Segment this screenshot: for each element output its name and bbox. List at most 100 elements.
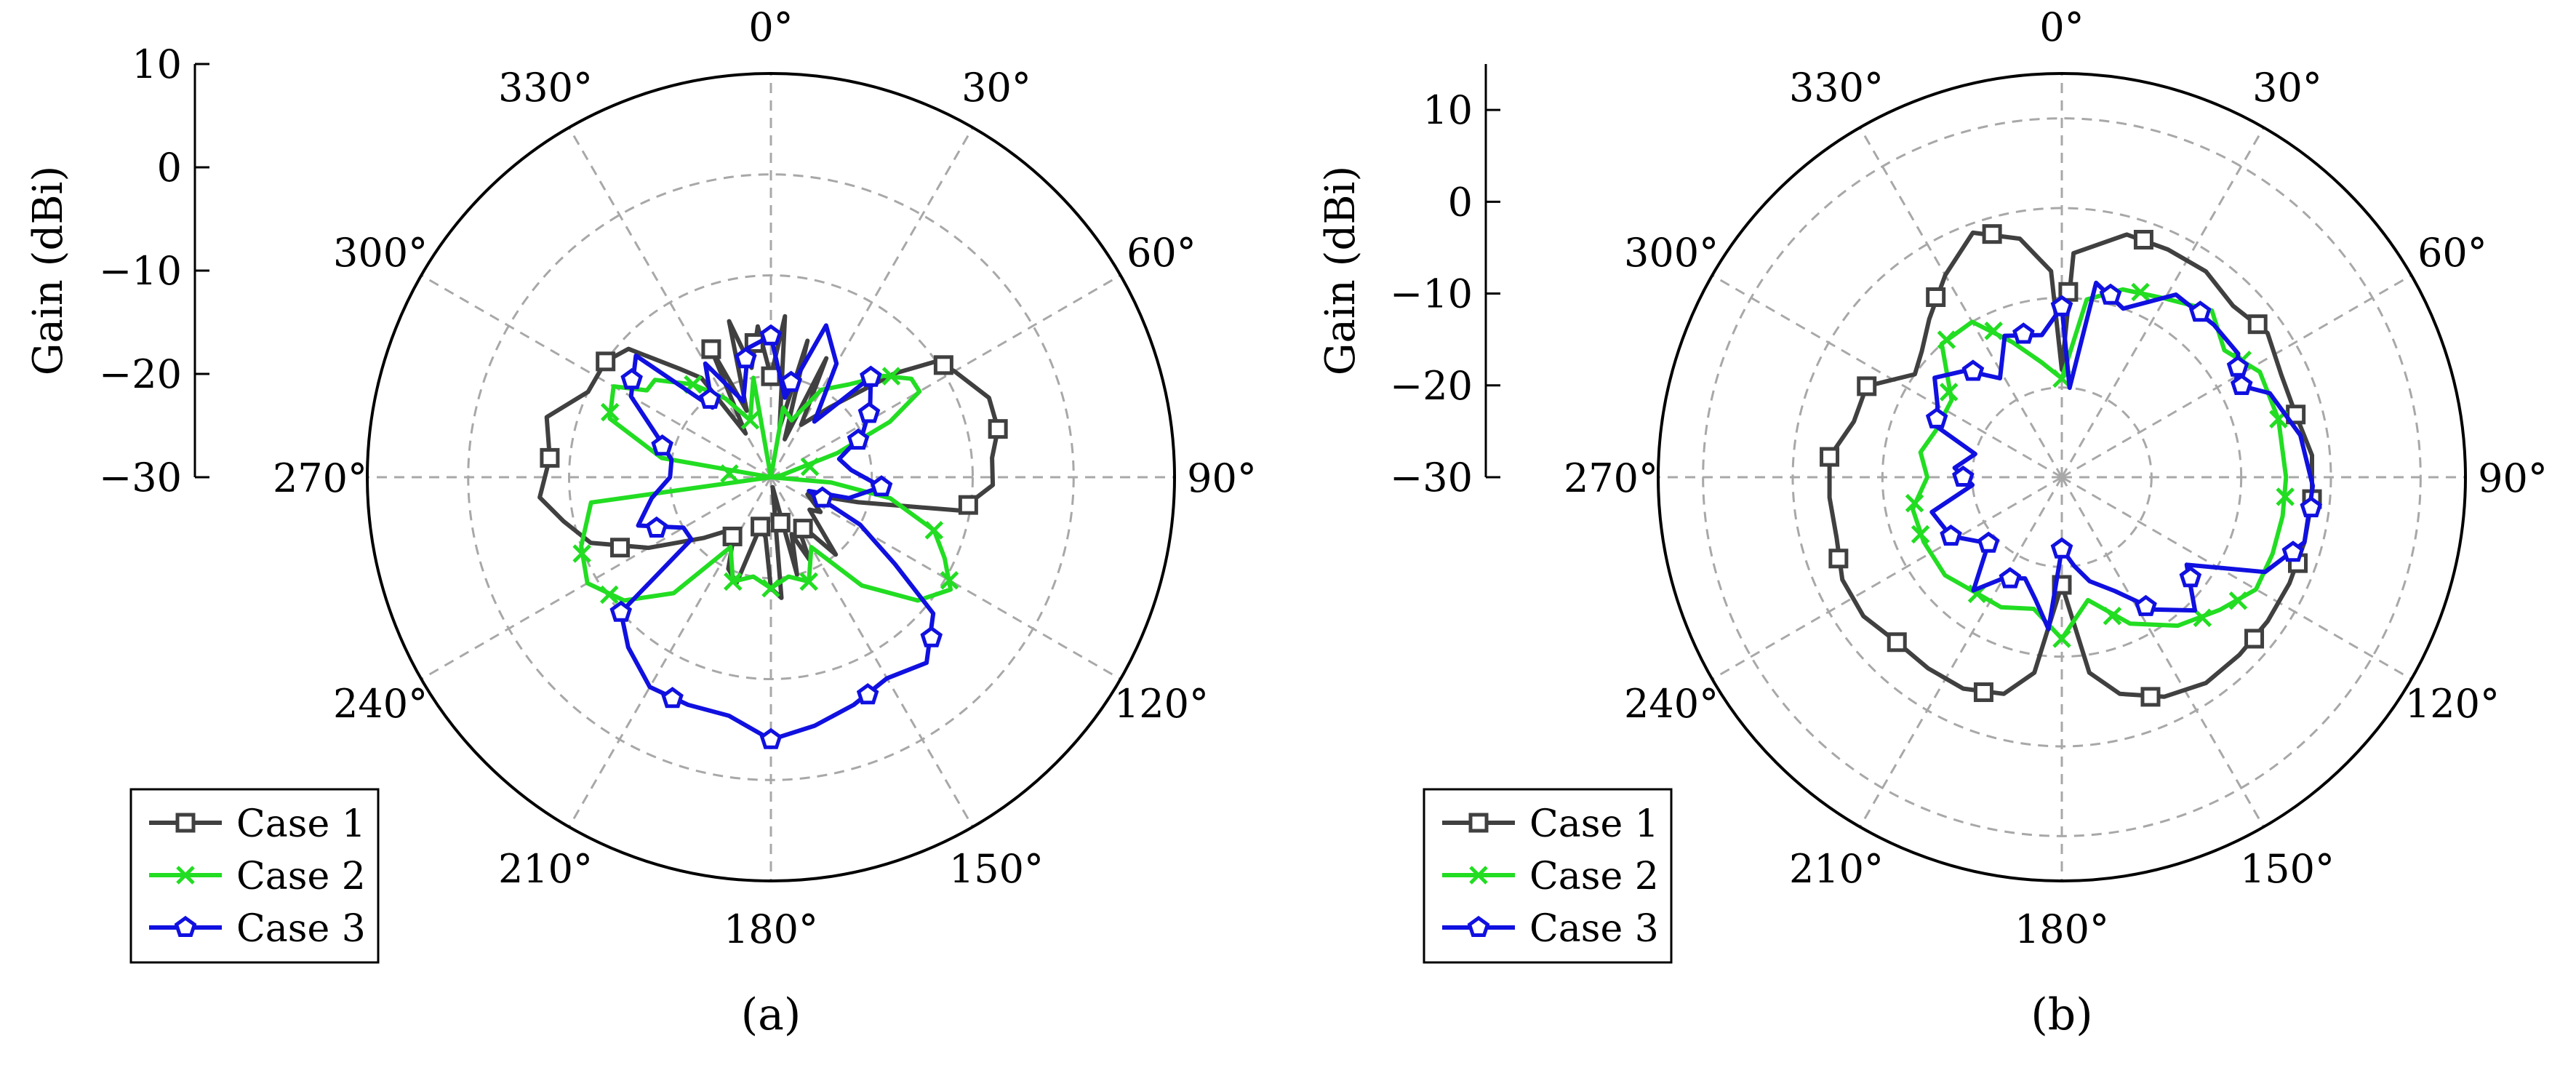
series-3-marker [1977,531,2000,553]
series-2-marker [720,464,739,483]
series-line-1 [537,314,1001,600]
series-1-marker [751,516,771,537]
legend-marker [1469,866,1488,885]
y-axis-label: Gain (dBi) [25,166,72,376]
angle-tick-label: 300° [1624,230,1719,276]
series-2-marker [2131,282,2150,302]
series-1-marker [933,355,953,375]
angle-tick-label: 90° [2478,455,2548,501]
series-2-marker [2193,608,2212,628]
series-3-marker [870,475,893,497]
series-3-marker [651,434,673,456]
series-1-marker [2140,687,2161,707]
legend-marker [174,915,197,937]
series-1-marker [701,339,721,359]
r-tick-label: 10 [1423,87,1473,133]
grid-spoke [769,476,974,828]
series-1-marker [540,447,560,468]
series-1-marker [988,419,1008,439]
r-tick-label: −10 [1390,271,1473,317]
series-3-marker [2226,355,2249,377]
angle-tick-label: 0° [2039,4,2084,50]
grid-spoke [568,476,772,828]
grid-spoke [2060,476,2265,828]
series-3-marker [860,365,882,387]
series-2-marker [1905,493,1924,513]
series-2-marker [572,544,591,563]
series-2-marker [600,402,620,422]
series-1-marker [761,366,781,386]
series-3-marker [2230,373,2253,395]
series-2-marker [1937,330,1956,349]
angle-tick-label: 90° [1187,455,1257,501]
legend-entry: Case 2 [236,855,366,898]
series-1-marker [610,538,631,558]
series-3-marker [1952,465,1975,487]
series-3-marker [2179,566,2202,588]
series-3-marker [920,626,943,647]
series-1-marker [1926,287,1946,307]
series-1-marker [2247,314,2268,335]
angle-tick-label: 180° [724,906,818,952]
legend-marker [175,813,196,833]
series-1-marker [1887,632,1907,653]
series-3-marker [2099,283,2122,305]
series-3-marker [620,367,643,390]
series-1-marker [722,526,743,546]
series-3-marker [759,727,783,749]
series-3-marker [2188,300,2212,322]
legend-entry: Case 3 [1529,907,1659,951]
panel-a: 0° 30° 60° 90° 120° 150° 180° 210° 240° 270° 300° 3… [25,4,1257,1040]
series-1-marker [1828,549,1849,569]
series-2-marker [2276,487,2295,506]
series-3-marker [735,347,757,369]
angle-tick-label: 150° [2240,846,2335,892]
series-2-marker [940,570,959,590]
r-tick-label: 10 [132,41,182,87]
series-1-marker [793,519,813,539]
series-1-marker [2133,229,2153,250]
r-tick-label: 0 [1448,179,1473,225]
angle-tick-label: 60° [2417,230,2487,276]
series-3-marker [2050,295,2073,316]
angle-tick-label: 0° [748,4,793,50]
legend: Case 1 Case 2 Case 3 [1423,788,1673,964]
series-3-marker [759,324,783,346]
series-3-marker [780,370,803,392]
series-2-marker [2228,591,2248,610]
angle-tick-label: 240° [1624,681,1719,727]
series-3-marker [847,428,870,450]
r-tick-label: 0 [157,145,182,191]
grid-spoke [568,127,772,478]
panel-label: (b) [2031,989,2092,1040]
series-1-marker [1982,224,2002,244]
legend-entry: Case 3 [236,907,366,951]
series-2-marker [2103,607,2122,626]
angle-tick-label: 30° [961,65,1031,111]
series-3-marker [811,486,834,508]
angle-tick-label: 270° [273,455,367,501]
series-3-marker [2012,322,2035,344]
series-group [537,314,1008,749]
series-2-marker [2052,629,2071,648]
angle-tick-label: 210° [498,846,593,892]
r-tick-label: −30 [1390,455,1473,500]
series-3-marker [1961,359,1985,381]
series-1-marker [1820,447,1840,467]
series-3-marker [609,600,633,622]
series-2-marker [1911,524,1930,544]
grid-spoke [420,476,772,680]
series-2-marker [800,457,820,476]
angle-tick-label: 180° [2015,906,2109,952]
grid-spoke [1711,274,2063,479]
angle-tick-label: 60° [1127,230,1196,276]
outer-circle [1657,72,2467,882]
r-tick-label: −10 [99,248,182,294]
angle-tick-label: 120° [2405,681,2500,727]
legend-marker [1468,813,1489,833]
grid-spoke [2060,127,2265,478]
r-tick-label: −20 [1390,363,1473,409]
series-3-marker [1999,567,2022,589]
